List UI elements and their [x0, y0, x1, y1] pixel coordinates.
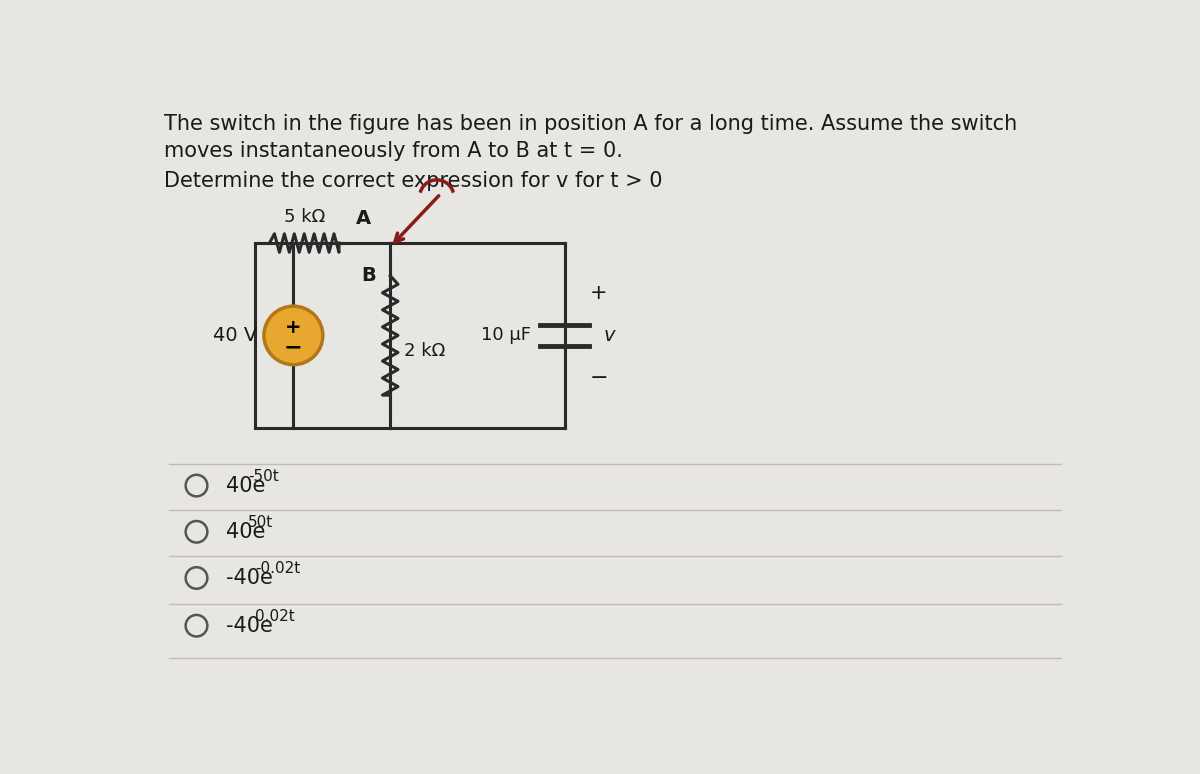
Text: -40e: -40e [226, 568, 272, 588]
Text: A: A [355, 209, 371, 228]
Text: The switch in the figure has been in position A for a long time. Assume the swit: The switch in the figure has been in pos… [164, 115, 1018, 135]
Text: -50t: -50t [248, 469, 278, 484]
Text: 5 kΩ: 5 kΩ [283, 208, 325, 226]
Text: -40e: -40e [226, 616, 272, 635]
Text: +: + [590, 283, 607, 303]
Text: 50t: 50t [248, 515, 274, 530]
Text: 10 μF: 10 μF [480, 327, 530, 344]
Text: B: B [361, 266, 377, 285]
Text: −: − [284, 337, 302, 358]
Text: 0.02t: 0.02t [256, 609, 295, 624]
Text: 40 V: 40 V [214, 326, 258, 345]
Text: 40e: 40e [226, 522, 265, 542]
Text: v: v [604, 326, 614, 345]
Text: +: + [286, 318, 301, 337]
Text: 40e: 40e [226, 475, 265, 495]
Text: -0.02t: -0.02t [256, 561, 301, 576]
Text: Determine the correct expression for v for t > 0: Determine the correct expression for v f… [164, 171, 662, 191]
Text: −: − [589, 368, 608, 388]
Text: 2 kΩ: 2 kΩ [404, 342, 445, 360]
Text: moves instantaneously from A to B at t = 0.: moves instantaneously from A to B at t =… [164, 141, 623, 161]
Circle shape [264, 307, 323, 365]
